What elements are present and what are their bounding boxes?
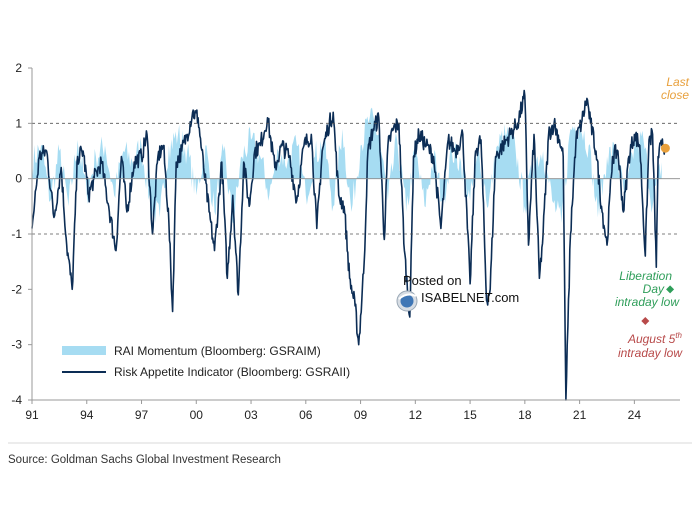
- annotation-august-5th-main: August 5: [627, 332, 676, 346]
- annotation-august-5th-line2: intraday low: [618, 346, 683, 360]
- annotation-last-close-line2: close: [661, 88, 689, 102]
- reference-lines: [32, 122, 680, 235]
- annotation-liberation-day-line1: Liberation: [619, 269, 672, 283]
- watermark-line1: Posted on: [403, 273, 462, 288]
- x-tick-label: 03: [244, 408, 258, 422]
- watermark-line2: ISABELNET.com: [421, 290, 519, 305]
- series-line-risk-appetite-indicator: [31, 89, 667, 401]
- y-ticks: 2 1 0 -1 -2 -3 -4: [11, 61, 32, 407]
- x-ticks: 91 94 97 00 03 06 09 12 15 18 21 24: [25, 400, 641, 422]
- x-tick-label: 12: [409, 408, 423, 422]
- x-tick-label: 94: [80, 408, 94, 422]
- annotation-august-5th-line1: August 5th: [627, 331, 683, 346]
- x-tick-label: 09: [354, 408, 368, 422]
- x-tick-label: 06: [299, 408, 313, 422]
- source-note: Source: Goldman Sachs Global Investment …: [8, 454, 281, 466]
- annotation-liberation-day-line3: intraday low: [615, 295, 680, 309]
- x-tick-label: 00: [190, 408, 204, 422]
- y-tick-label: -4: [11, 393, 22, 407]
- legend-swatch-rai-momentum: [62, 346, 106, 355]
- annotation-last-close-line1: Last: [666, 75, 689, 89]
- watermark: Posted on ISABELNET.com: [396, 273, 519, 312]
- y-tick-label: -1: [11, 227, 22, 241]
- watermark-logo-icon: [396, 290, 418, 312]
- legend-label-risk-appetite: Risk Appetite Indicator (Bloomberg: GSRA…: [114, 365, 350, 379]
- plot-area: 210-1-2-3-4 91 94 97 00 03 06 09 12 15 18 21 24: [11, 61, 680, 422]
- august-5th-marker: [641, 317, 650, 325]
- liberation-day-marker: [666, 285, 675, 294]
- y-tick-label: -3: [11, 338, 22, 352]
- annotations: Last close Liberation Day intraday low A…: [615, 75, 690, 360]
- annotation-liberation-day-line2: Day: [643, 282, 665, 296]
- y-tick-label: 0: [15, 172, 22, 186]
- x-tick-label: 24: [628, 408, 642, 422]
- x-tick-label: 18: [518, 408, 532, 422]
- legend: RAI Momentum (Bloomberg: GSRAIM) Risk Ap…: [62, 344, 350, 379]
- y-tick-label: -2: [11, 282, 22, 296]
- x-tick-label: 91: [25, 408, 39, 422]
- y-tick-label: 2: [15, 61, 22, 75]
- x-tick-label: 15: [463, 408, 477, 422]
- x-tick-label: 21: [573, 408, 587, 422]
- y-tick-label: 1: [15, 116, 22, 130]
- legend-label-rai-momentum: RAI Momentum (Bloomberg: GSRAIM): [114, 344, 321, 358]
- annotation-august-5th-sup: th: [675, 331, 682, 340]
- x-tick-label: 97: [135, 408, 149, 422]
- last-close-marker: [660, 143, 670, 153]
